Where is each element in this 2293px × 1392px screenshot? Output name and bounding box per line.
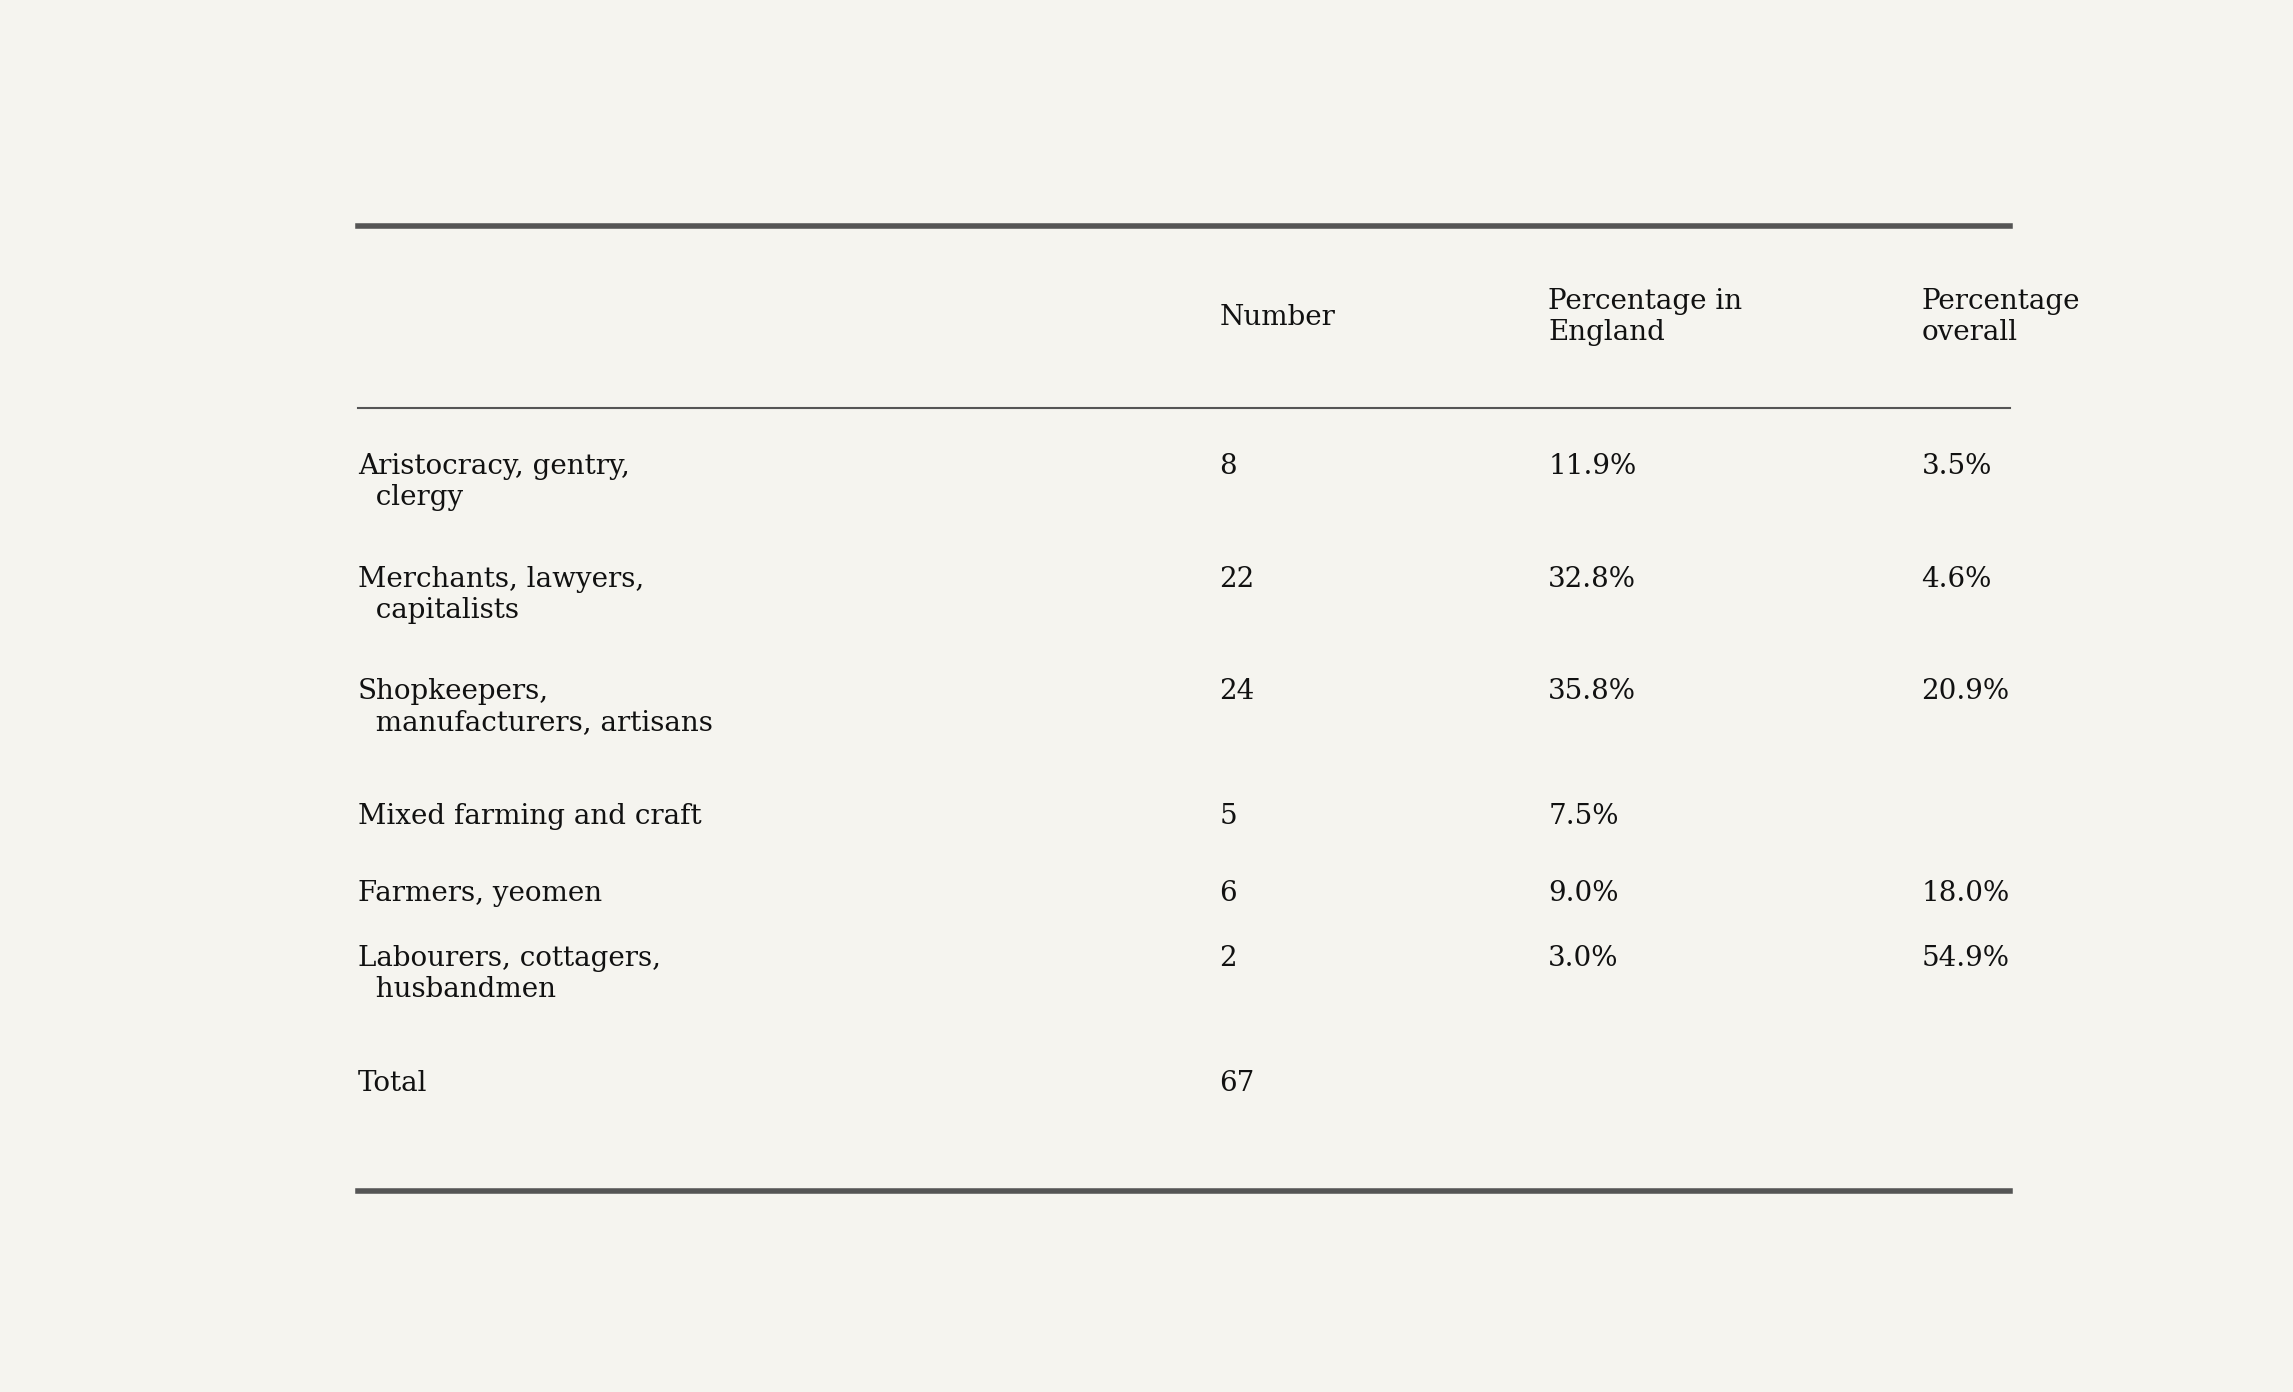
Text: 67: 67 bbox=[1220, 1070, 1254, 1097]
Text: Labourers, cottagers,
  husbandmen: Labourers, cottagers, husbandmen bbox=[358, 945, 660, 1004]
Text: 54.9%: 54.9% bbox=[1922, 945, 2009, 972]
Text: 5: 5 bbox=[1220, 803, 1238, 830]
Text: Aristocracy, gentry,
  clergy: Aristocracy, gentry, clergy bbox=[358, 454, 631, 511]
Text: Shopkeepers,
  manufacturers, artisans: Shopkeepers, manufacturers, artisans bbox=[358, 678, 713, 736]
Text: Number: Number bbox=[1220, 303, 1335, 330]
Text: 4.6%: 4.6% bbox=[1922, 565, 1993, 593]
Text: 35.8%: 35.8% bbox=[1548, 678, 1637, 706]
Text: 2: 2 bbox=[1220, 945, 1238, 972]
Text: Total: Total bbox=[358, 1070, 426, 1097]
Text: 3.5%: 3.5% bbox=[1922, 454, 1993, 480]
Text: 6: 6 bbox=[1220, 880, 1238, 908]
Text: Percentage
overall: Percentage overall bbox=[1922, 288, 2080, 347]
Text: 7.5%: 7.5% bbox=[1548, 803, 1619, 830]
Text: Mixed farming and craft: Mixed farming and craft bbox=[358, 803, 702, 830]
Text: 8: 8 bbox=[1220, 454, 1238, 480]
Text: 18.0%: 18.0% bbox=[1922, 880, 2009, 908]
Text: Farmers, yeomen: Farmers, yeomen bbox=[358, 880, 601, 908]
Text: 9.0%: 9.0% bbox=[1548, 880, 1619, 908]
Text: 22: 22 bbox=[1220, 565, 1254, 593]
Text: Merchants, lawyers,
  capitalists: Merchants, lawyers, capitalists bbox=[358, 565, 644, 624]
Text: 24: 24 bbox=[1220, 678, 1254, 706]
Text: 3.0%: 3.0% bbox=[1548, 945, 1619, 972]
Text: 32.8%: 32.8% bbox=[1548, 565, 1637, 593]
Text: Percentage in
England: Percentage in England bbox=[1548, 288, 1743, 347]
Text: 11.9%: 11.9% bbox=[1548, 454, 1637, 480]
Text: 20.9%: 20.9% bbox=[1922, 678, 2009, 706]
